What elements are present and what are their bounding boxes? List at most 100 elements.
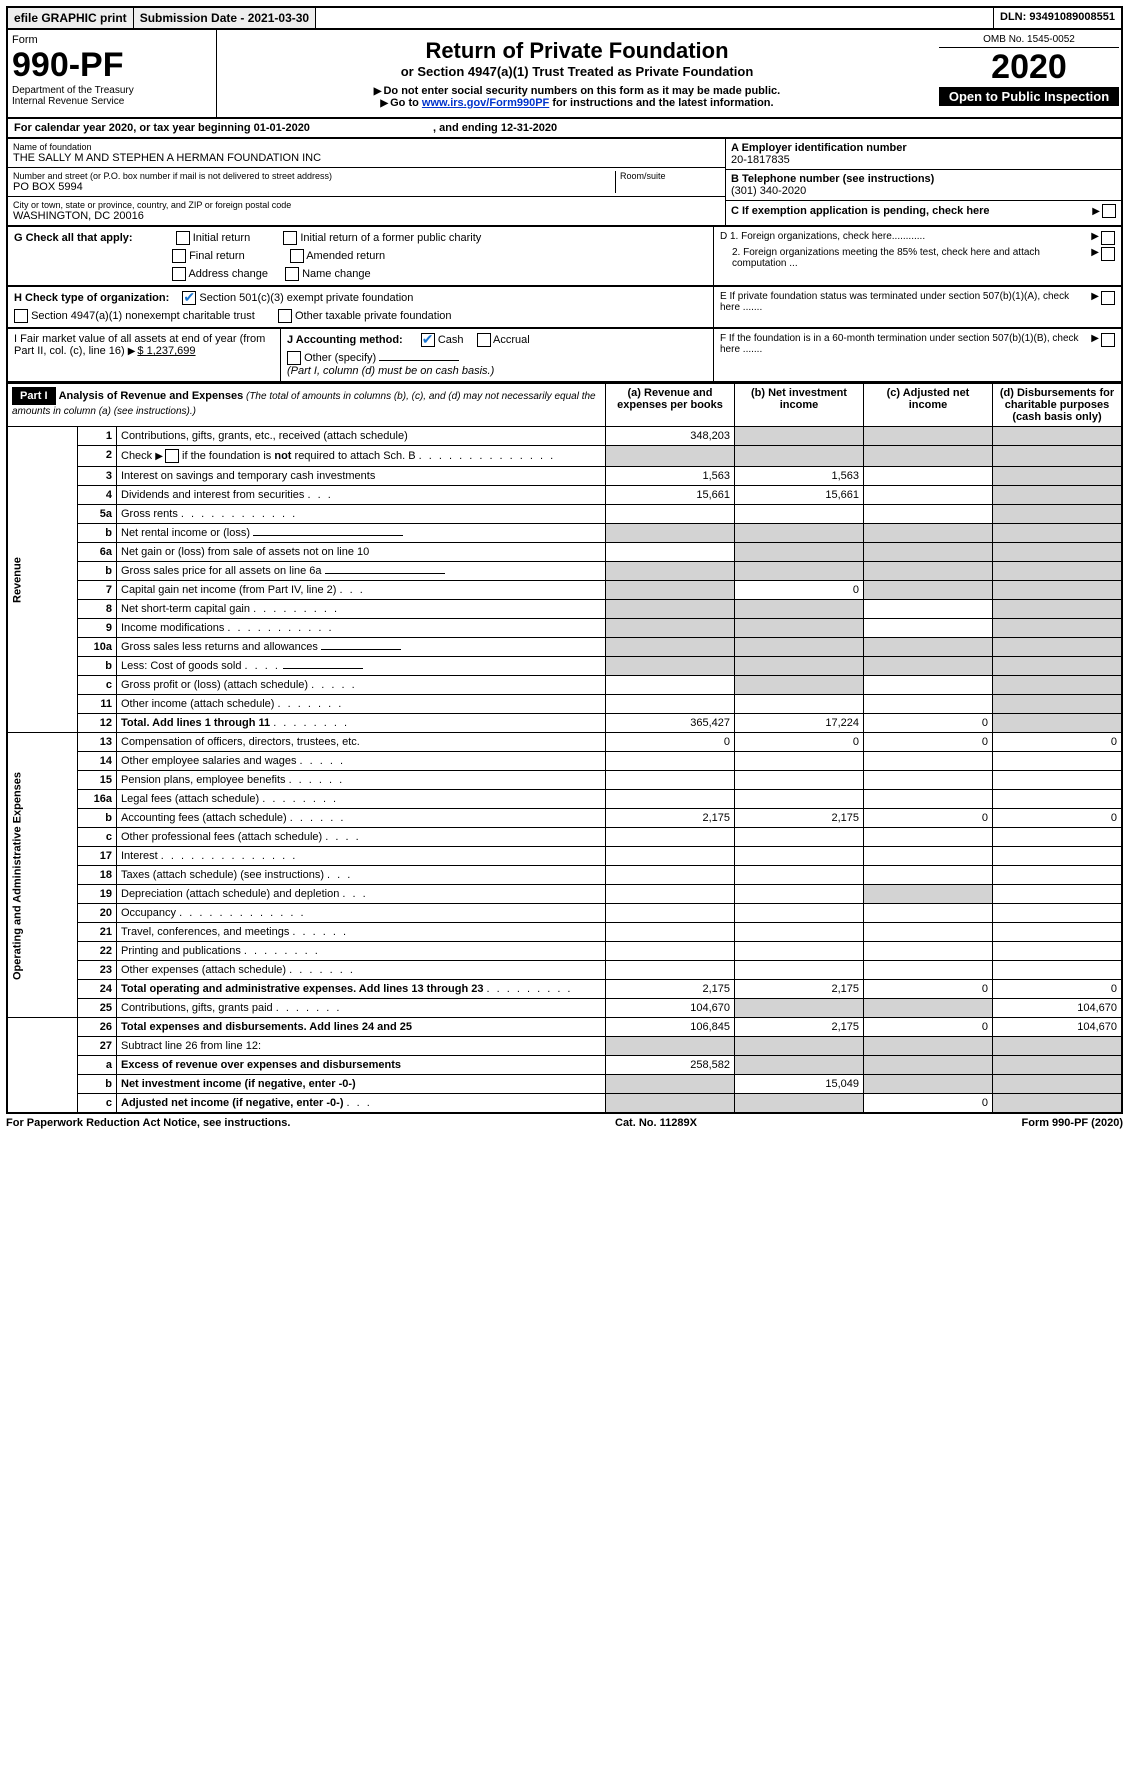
g1-checkbox[interactable] <box>176 231 190 245</box>
revenue-side: Revenue <box>7 427 78 733</box>
foundation-name: THE SALLY M AND STEPHEN A HERMAN FOUNDAT… <box>13 152 720 164</box>
v24d: 0 <box>993 980 1123 999</box>
phone: (301) 340-2020 <box>731 185 1116 197</box>
e-checkbox[interactable] <box>1101 291 1115 305</box>
v12c: 0 <box>864 714 993 733</box>
l18: Taxes (attach schedule) (see instruction… <box>121 869 324 881</box>
j-other-checkbox[interactable] <box>287 351 301 365</box>
l11: Other income (attach schedule) <box>121 698 274 710</box>
ijf-row: I Fair market value of all assets at end… <box>6 329 1123 383</box>
j-accrual-checkbox[interactable] <box>477 333 491 347</box>
form-header-block: Form 990-PF Department of the Treasury I… <box>6 30 1123 119</box>
j-label: J Accounting method: <box>287 334 403 346</box>
g4: Amended return <box>306 250 385 262</box>
v27bb: 15,049 <box>735 1075 864 1094</box>
v16bd: 0 <box>993 809 1123 828</box>
l10a-input[interactable] <box>321 649 401 650</box>
l16c: Other professional fees (attach schedule… <box>121 831 322 843</box>
l5b-input[interactable] <box>253 535 403 536</box>
addr-label: Number and street (or P.O. box number if… <box>13 171 615 181</box>
g1: Initial return <box>193 232 250 244</box>
city: WASHINGTON, DC 20016 <box>13 210 720 222</box>
v12a: 365,427 <box>606 714 735 733</box>
v26c: 0 <box>864 1018 993 1037</box>
l27: Subtract line 26 from line 12: <box>117 1037 606 1056</box>
footer-center: Cat. No. 11289X <box>615 1117 697 1129</box>
v4b: 15,661 <box>735 486 864 505</box>
v26a: 106,845 <box>606 1018 735 1037</box>
h3: Other taxable private foundation <box>295 310 452 322</box>
j-other-input[interactable] <box>379 360 459 361</box>
note2-pre: Go to <box>390 97 422 109</box>
part1-title: Analysis of Revenue and Expenses <box>59 390 244 402</box>
l12: Total. Add lines 1 through 11 <box>121 717 270 729</box>
v26d: 104,670 <box>993 1018 1123 1037</box>
cal-pre: For calendar year 2020, or tax year begi… <box>14 122 254 134</box>
v13b: 0 <box>735 733 864 752</box>
h2-checkbox[interactable] <box>14 309 28 323</box>
form-word: Form <box>12 34 212 46</box>
v24b: 2,175 <box>735 980 864 999</box>
l19: Depreciation (attach schedule) and deple… <box>121 888 339 900</box>
l27a: Excess of revenue over expenses and disb… <box>121 1059 401 1071</box>
g6: Name change <box>302 268 371 280</box>
c-label: C If exemption application is pending, c… <box>731 205 1092 217</box>
d2-checkbox[interactable] <box>1101 247 1115 261</box>
note2-post: for instructions and the latest informat… <box>549 97 773 109</box>
l16b: Accounting fees (attach schedule) <box>121 812 287 824</box>
l3: Interest on savings and temporary cash i… <box>117 467 606 486</box>
spacer <box>316 8 994 28</box>
v12b: 17,224 <box>735 714 864 733</box>
l7: Capital gain net income (from Part IV, l… <box>121 584 336 596</box>
expenses-side: Operating and Administrative Expenses <box>7 733 78 1018</box>
l27c: Adjusted net income (if negative, enter … <box>121 1097 343 1109</box>
omb: OMB No. 1545-0052 <box>939 32 1119 48</box>
cal-end: 12-31-2020 <box>501 122 557 134</box>
part1-table: Part I Analysis of Revenue and Expenses … <box>6 383 1123 1114</box>
l4: Dividends and interest from securities <box>121 489 304 501</box>
l10b: Less: Cost of goods sold <box>121 660 241 672</box>
v25d: 104,670 <box>993 999 1123 1018</box>
d1-checkbox[interactable] <box>1101 231 1115 245</box>
v3a: 1,563 <box>606 467 735 486</box>
instructions-link[interactable]: www.irs.gov/Form990PF <box>422 97 549 109</box>
h-label: H Check type of organization: <box>14 292 169 304</box>
l21: Travel, conferences, and meetings <box>121 926 289 938</box>
v13d: 0 <box>993 733 1123 752</box>
l25: Contributions, gifts, grants paid <box>121 1002 273 1014</box>
l6b-input[interactable] <box>325 573 445 574</box>
dept2: Internal Revenue Service <box>12 96 212 107</box>
j-other: Other (specify) <box>304 352 376 364</box>
f-checkbox[interactable] <box>1101 333 1115 347</box>
arrow-icon <box>128 345 138 357</box>
h1-checkbox[interactable] <box>182 291 196 305</box>
footer-right: Form 990-PF (2020) <box>1022 1117 1123 1129</box>
v16bb: 2,175 <box>735 809 864 828</box>
l6a: Net gain or (loss) from sale of assets n… <box>117 543 606 562</box>
open-public: Open to Public Inspection <box>939 87 1119 106</box>
g2-checkbox[interactable] <box>283 231 297 245</box>
g4-checkbox[interactable] <box>290 249 304 263</box>
l24: Total operating and administrative expen… <box>121 983 483 995</box>
footer-left: For Paperwork Reduction Act Notice, see … <box>6 1117 290 1129</box>
g5-checkbox[interactable] <box>172 267 186 281</box>
a-label: A Employer identification number <box>731 142 1116 154</box>
arrow-icon <box>380 97 390 109</box>
j-cash: Cash <box>438 334 464 346</box>
form-id-block: Form 990-PF Department of the Treasury I… <box>8 30 217 117</box>
l10b-input[interactable] <box>283 668 363 669</box>
v25a: 104,670 <box>606 999 735 1018</box>
h3-checkbox[interactable] <box>278 309 292 323</box>
dept1: Department of the Treasury <box>12 85 212 96</box>
g6-checkbox[interactable] <box>285 267 299 281</box>
d2: 2. Foreign organizations meeting the 85%… <box>720 247 1091 269</box>
l27b: Net investment income (if negative, ente… <box>121 1078 356 1090</box>
j-cash-checkbox[interactable] <box>421 333 435 347</box>
l8: Net short-term capital gain <box>121 603 250 615</box>
c-checkbox[interactable] <box>1102 204 1116 218</box>
year-block: OMB No. 1545-0052 2020 Open to Public In… <box>937 30 1121 117</box>
g-d-row: G Check all that apply: Initial return I… <box>6 227 1123 287</box>
l2-checkbox[interactable] <box>165 449 179 463</box>
efile-button[interactable]: efile GRAPHIC print <box>8 8 134 28</box>
g3-checkbox[interactable] <box>172 249 186 263</box>
